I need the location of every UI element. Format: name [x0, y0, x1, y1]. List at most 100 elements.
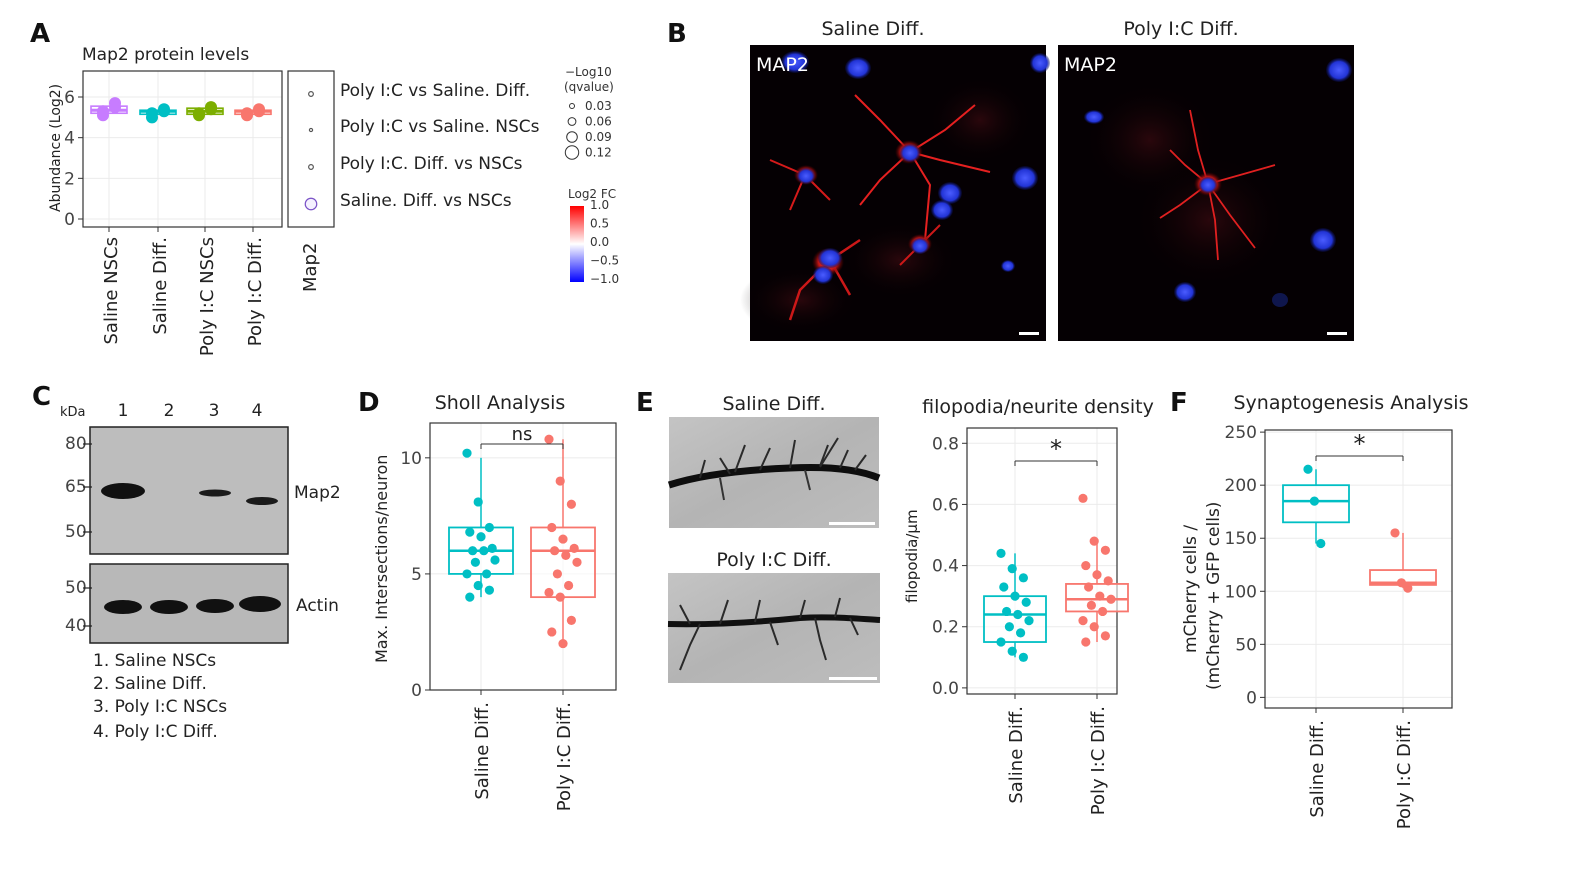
- ytick-label: 0.6: [932, 495, 959, 515]
- ytick-label: 0.4: [932, 557, 959, 577]
- panel-a-plot-frame: [82, 70, 283, 228]
- data-point: [1089, 622, 1099, 632]
- color-legend-label: −1.0: [590, 272, 619, 286]
- xtick-label: Saline Diff.: [1006, 706, 1027, 804]
- ytick-label: 5: [411, 565, 422, 585]
- size-legend: 0.03 0.060.09 0.12: [564, 99, 612, 160]
- size-legend-circle: [567, 117, 577, 126]
- data-point: [566, 615, 577, 625]
- data-point: [1095, 591, 1105, 601]
- ytick-label: 200: [1225, 476, 1257, 496]
- data-point: [482, 569, 492, 579]
- scale-bar: [1327, 332, 1347, 335]
- significance-label: ns: [512, 424, 533, 445]
- panel-d-ylabel: Max. Intersections/neuron: [372, 455, 391, 663]
- ytick-label: 0.0: [932, 679, 959, 699]
- band-actin-lane1: [104, 600, 142, 614]
- ytick-label: 0.2: [932, 618, 959, 638]
- panel-e-letter: E: [636, 388, 654, 418]
- ytick-label: 50: [1235, 635, 1257, 655]
- neurite-image-polyic: [667, 573, 881, 683]
- scale-bar: [1019, 332, 1039, 335]
- data-point: [555, 476, 565, 486]
- panel-e-img1-title: Saline Diff.: [722, 393, 825, 415]
- panel-f-ylabel-line1: mCherry cells /: [1181, 525, 1201, 653]
- panel-a-title: Map2 protein levels: [82, 45, 249, 65]
- xtick-label: Poly I:C Diff.: [1088, 706, 1109, 815]
- panel-a-ylabel: Abundance (Log2): [48, 84, 64, 212]
- kda-label: kDa: [60, 405, 86, 420]
- band-actin-lane4: [239, 596, 281, 612]
- data-point: [561, 550, 571, 560]
- data-point: [476, 532, 486, 542]
- data-point: [146, 111, 158, 124]
- data-point: [996, 637, 1006, 647]
- panel-a-grid: [83, 71, 282, 227]
- data-point: [566, 499, 577, 509]
- data-point: [544, 434, 554, 444]
- size-legend-title-2: (qvalue): [564, 80, 614, 94]
- micrograph-polyic-label: MAP2: [1064, 54, 1117, 76]
- data-point: [1081, 560, 1091, 571]
- data-point: [1103, 576, 1113, 586]
- data-point: [1002, 606, 1012, 617]
- xtick-label: Poly I:C NSCs: [197, 237, 218, 356]
- color-legend-bar: [570, 206, 584, 282]
- data-point: [1018, 573, 1028, 583]
- marker-65: 65: [65, 477, 87, 497]
- ytick-label: 0: [1246, 688, 1257, 708]
- data-point: [205, 103, 217, 116]
- lane-2-label: 2: [164, 401, 175, 421]
- data-point: [555, 592, 565, 602]
- data-point: [1084, 582, 1094, 592]
- data-point: [473, 497, 483, 507]
- significance-label: *: [1050, 435, 1062, 463]
- panel-f-chart: 0 50 100 150 200 250 Saline Diff. Poly I:C Diff…: [1225, 423, 1453, 829]
- lane-legend-4: 4. Poly I:C Diff.: [93, 722, 218, 742]
- panel-b-letter: B: [667, 19, 687, 49]
- data-point: [462, 569, 472, 579]
- xtick-label: Poly I:C Diff.: [245, 237, 266, 346]
- data-point: [547, 522, 557, 533]
- box: [983, 595, 1047, 643]
- xtick-label: Saline Diff.: [472, 702, 493, 800]
- comparison-label: Saline. Diff. vs NSCs: [340, 191, 512, 211]
- marker-40: 40: [65, 616, 87, 636]
- xtick-label: Poly I:C Diff.: [1394, 720, 1415, 829]
- data-point: [996, 548, 1006, 558]
- data-point: [552, 569, 563, 579]
- scale-bar: [829, 677, 877, 680]
- bubble: [308, 164, 314, 170]
- ytick-label: 0.8: [932, 434, 959, 454]
- data-point: [1086, 600, 1096, 610]
- color-legend-label: 1.0: [590, 198, 609, 212]
- marker-50-lower: 50: [65, 578, 87, 598]
- data-point: [462, 448, 472, 458]
- scale-bar: [829, 522, 875, 525]
- xtick-label: Saline NSCs: [101, 237, 122, 345]
- data-point: [547, 627, 557, 637]
- data-point: [558, 638, 568, 649]
- lane-1-label: 1: [118, 401, 129, 421]
- color-legend-title: Log2 FC: [568, 187, 616, 201]
- panel-b-title-saline: Saline Diff.: [821, 18, 924, 40]
- data-point: [487, 543, 497, 553]
- size-legend-label: 0.12: [585, 146, 612, 160]
- comparison-label: Poly I:C vs Saline. NSCs: [340, 117, 540, 137]
- marker-50-upper: 50: [65, 522, 87, 542]
- size-legend-circle: [566, 131, 578, 143]
- ytick-label: 100: [1225, 582, 1257, 602]
- ytick-label: 10: [400, 449, 422, 469]
- micrograph-saline-label: MAP2: [756, 54, 809, 76]
- data-point: [558, 534, 568, 544]
- panel-d-chart: 0 5 10 Saline Diff. Poly I:C Diff. ns: [400, 422, 617, 811]
- ytick-label: 0: [64, 210, 75, 230]
- panel-f-ylabel-line2: (mCherry + GFP cells): [1204, 502, 1224, 690]
- panel-c: C kDa 1 2 3 4 80 65 50 Map2 50 40 Actin …: [32, 382, 341, 742]
- data-point: [158, 105, 170, 118]
- size-legend-title-1: −Log10: [565, 65, 612, 79]
- data-point: [479, 546, 489, 556]
- data-point: [1396, 578, 1406, 588]
- neurite-image-saline: [667, 417, 881, 528]
- panel-f-title: Synaptogenesis Analysis: [1233, 392, 1468, 414]
